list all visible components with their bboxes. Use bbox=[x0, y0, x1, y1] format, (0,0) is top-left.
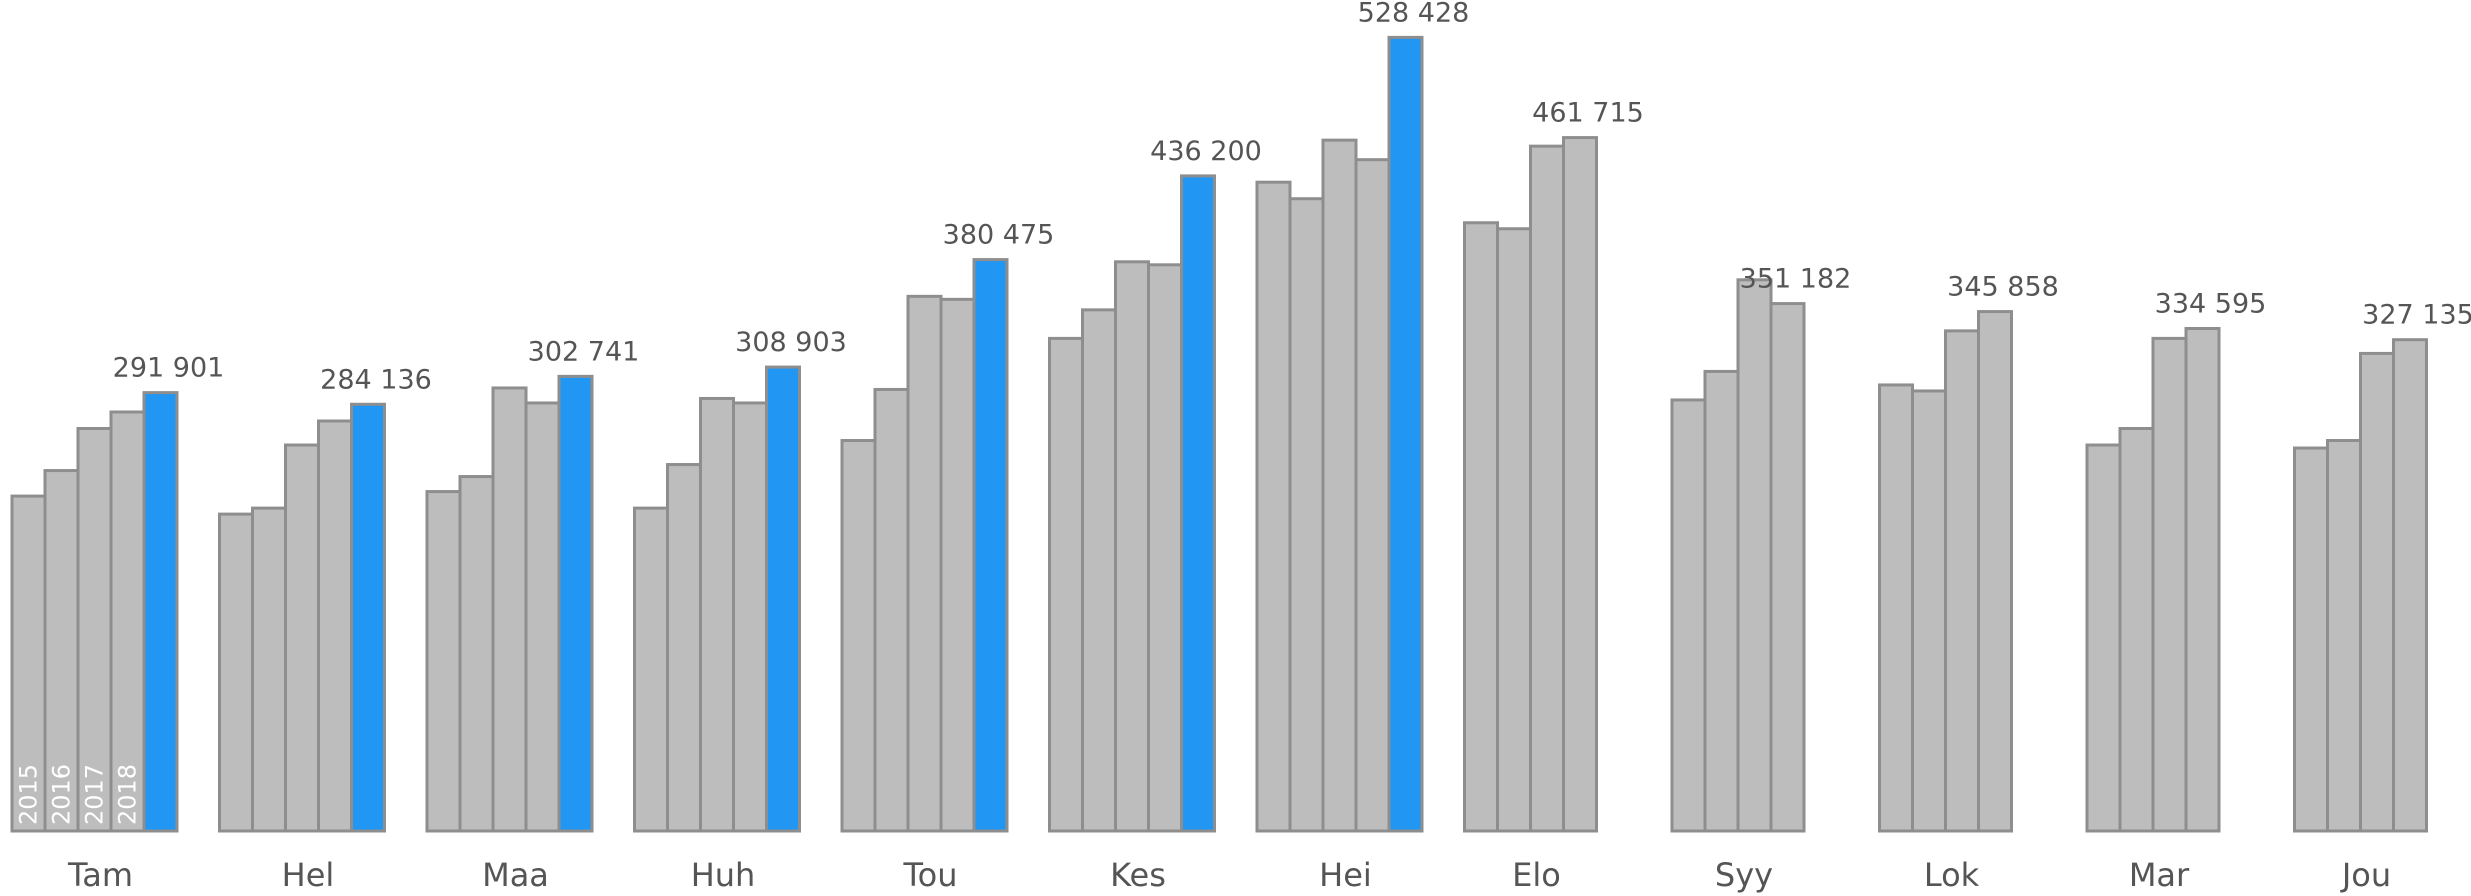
bar-tou-2018 bbox=[939, 297, 976, 833]
bar-kes-2017 bbox=[1114, 260, 1150, 833]
month-labels-layer: Tam Hel Maa Huh Tou Kes Hei Elo Syy Lok Mar Jou bbox=[67, 856, 2391, 894]
bar-tam-2016 bbox=[43, 469, 80, 833]
bar-syy-2017 bbox=[1736, 278, 1773, 833]
year-label-2018: 2018 bbox=[114, 764, 142, 825]
bar-maa-2019 bbox=[557, 374, 594, 833]
bar-hel-2019 bbox=[350, 402, 386, 833]
bar-tou-2016 bbox=[873, 387, 910, 833]
bar-elo-2015 bbox=[1463, 221, 1499, 833]
bar-syy-2018 bbox=[1769, 302, 1806, 833]
bar-lok-2017 bbox=[1944, 329, 1980, 833]
year-label-2017: 2017 bbox=[81, 764, 109, 825]
bar-huh-2017 bbox=[699, 396, 735, 833]
bar-elo-2018 bbox=[1562, 136, 1598, 833]
value-label-maa: 302 741 bbox=[528, 336, 640, 367]
value-label-huh: 308 903 bbox=[735, 327, 847, 358]
month-label-kes: Kes bbox=[1110, 856, 1166, 894]
bar-kes-2018 bbox=[1147, 263, 1183, 833]
bar-kes-2015 bbox=[1048, 336, 1084, 833]
month-label-hei: Hei bbox=[1319, 856, 1372, 894]
bar-hel-2017 bbox=[284, 443, 320, 833]
bar-lok-2015 bbox=[1878, 383, 1914, 833]
month-label-lok: Lok bbox=[1924, 856, 1980, 894]
bar-hei-2019 bbox=[1387, 35, 1424, 833]
bar-maa-2018 bbox=[524, 401, 561, 833]
bar-tou-2015 bbox=[840, 439, 877, 833]
bar-hel-2016 bbox=[251, 506, 287, 833]
bar-hel-2018 bbox=[317, 419, 353, 833]
bar-maa-2015 bbox=[425, 490, 462, 833]
bars-layer bbox=[10, 35, 2428, 833]
year-label-2016: 2016 bbox=[48, 764, 76, 825]
bar-elo-2017 bbox=[1529, 144, 1565, 833]
month-label-maa: Maa bbox=[482, 856, 549, 894]
value-label-tam: 291 901 bbox=[113, 353, 225, 384]
value-label-hel: 284 136 bbox=[320, 364, 432, 395]
value-label-kes: 436 200 bbox=[1150, 136, 1262, 167]
value-label-mar: 334 595 bbox=[2155, 288, 2267, 319]
value-labels-layer: 291 901 284 136 302 741 308 903 380 475 436 2… bbox=[113, 0, 2471, 395]
year-label-2015: 2015 bbox=[15, 764, 43, 825]
month-label-huh: Huh bbox=[691, 856, 756, 894]
bar-hei-2016 bbox=[1288, 197, 1325, 833]
bar-hei-2017 bbox=[1321, 138, 1358, 833]
bar-huh-2015 bbox=[633, 506, 669, 833]
bar-elo-2016 bbox=[1496, 227, 1532, 833]
bar-tam-2017 bbox=[76, 427, 113, 833]
bar-kes-2016 bbox=[1081, 308, 1117, 833]
value-label-lok: 345 858 bbox=[1947, 272, 2059, 303]
bar-huh-2018 bbox=[732, 401, 768, 833]
month-label-tou: Tou bbox=[903, 856, 958, 894]
bar-tou-2017 bbox=[906, 294, 943, 833]
month-label-syy: Syy bbox=[1715, 856, 1773, 894]
bar-syy-2016 bbox=[1703, 369, 1740, 833]
bar-hel-2015 bbox=[218, 512, 254, 833]
bar-lok-2018 bbox=[1977, 310, 2013, 833]
bar-jou-2017 bbox=[2359, 351, 2395, 833]
bar-hei-2018 bbox=[1354, 158, 1391, 833]
bar-mar-2017 bbox=[2151, 336, 2188, 833]
month-label-elo: Elo bbox=[1512, 856, 1561, 894]
bar-hei-2015 bbox=[1255, 180, 1292, 833]
bar-maa-2017 bbox=[491, 386, 528, 833]
value-label-hei: 528 428 bbox=[1358, 0, 1470, 28]
bar-tam-2019 bbox=[142, 391, 179, 833]
bar-mar-2015 bbox=[2085, 443, 2122, 833]
year-labels-layer: 2015 2016 2017 2018 bbox=[15, 764, 142, 825]
month-label-tam: Tam bbox=[67, 856, 133, 894]
bar-kes-2019 bbox=[1180, 174, 1216, 833]
bar-huh-2016 bbox=[666, 463, 702, 833]
month-label-mar: Mar bbox=[2129, 856, 2190, 894]
month-label-jou: Jou bbox=[2340, 856, 2391, 894]
bar-mar-2016 bbox=[2118, 427, 2155, 833]
value-label-syy: 351 182 bbox=[1740, 264, 1852, 295]
bar-jou-2016 bbox=[2326, 439, 2362, 833]
bar-tou-2019 bbox=[972, 258, 1009, 833]
month-label-hel: Hel bbox=[282, 856, 335, 894]
bar-maa-2016 bbox=[458, 475, 495, 833]
bar-mar-2018 bbox=[2184, 326, 2221, 833]
bar-tam-2015 bbox=[10, 494, 47, 833]
bar-lok-2016 bbox=[1911, 389, 1947, 833]
bar-syy-2015 bbox=[1670, 398, 1707, 833]
bar-jou-2015 bbox=[2293, 446, 2329, 833]
bar-jou-2018 bbox=[2392, 338, 2428, 833]
value-label-tou: 380 475 bbox=[943, 220, 1055, 251]
value-label-elo: 461 715 bbox=[1532, 98, 1644, 129]
value-label-jou: 327 135 bbox=[2362, 300, 2471, 331]
bar-huh-2019 bbox=[765, 365, 801, 833]
